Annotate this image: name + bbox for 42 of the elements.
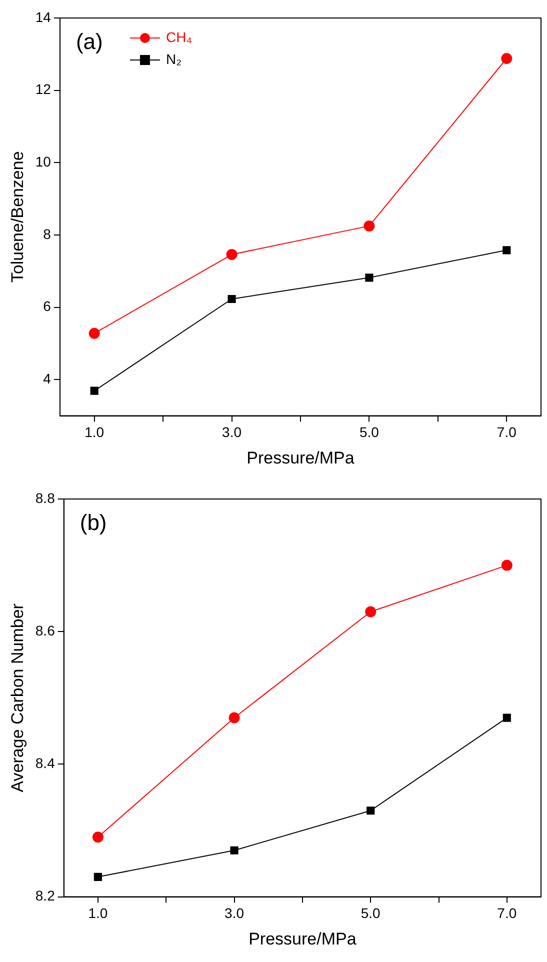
y-tick-label: 12 — [35, 81, 52, 98]
y-axis-title: Toluene/Benzene — [8, 151, 27, 283]
point — [365, 606, 376, 618]
point — [226, 249, 238, 260]
point — [365, 274, 374, 282]
point — [366, 806, 375, 815]
y-tick-label: 8.4 — [35, 755, 56, 772]
legend-label: N₂ — [166, 50, 182, 67]
y-tick-label: 10 — [35, 154, 52, 170]
point — [502, 246, 511, 254]
point — [501, 560, 512, 571]
x-axis-title: Pressure/MPa — [248, 929, 357, 948]
x-tick-label: 1.0 — [84, 424, 104, 440]
annotation: (b) — [80, 510, 107, 536]
point — [92, 832, 104, 843]
point — [230, 846, 238, 854]
y-tick-label: 4 — [43, 370, 52, 386]
point — [90, 386, 98, 395]
point — [228, 712, 240, 724]
x-tick-label: 5.0 — [359, 424, 380, 440]
y-tick-label: 8.6 — [35, 622, 56, 638]
legend-label: CH₄ — [166, 28, 192, 45]
y-tick-label: 8 — [43, 226, 52, 242]
y-tick-label: 6 — [43, 298, 52, 314]
x-axis-title: Pressure/MPa — [246, 448, 355, 468]
point — [364, 220, 375, 232]
y-tick-label: 8.2 — [35, 888, 56, 904]
point — [94, 872, 102, 881]
x-tick-label: 3.0 — [224, 905, 244, 922]
x-tick-label: 7.0 — [497, 905, 517, 922]
x-tick-label: 7.0 — [496, 424, 517, 440]
point — [501, 53, 512, 64]
x-tick-label: 1.0 — [88, 905, 108, 922]
x-tick-label: 5.0 — [360, 905, 381, 922]
y-axis-title: Average Carbon Number — [8, 603, 27, 792]
point — [502, 714, 511, 722]
annotation: (a) — [76, 29, 103, 54]
point — [88, 328, 100, 339]
x-tick-label: 3.0 — [222, 424, 242, 440]
y-tick-label: 8.8 — [35, 490, 56, 506]
point — [228, 294, 236, 304]
y-tick-label: 14 — [35, 8, 52, 25]
